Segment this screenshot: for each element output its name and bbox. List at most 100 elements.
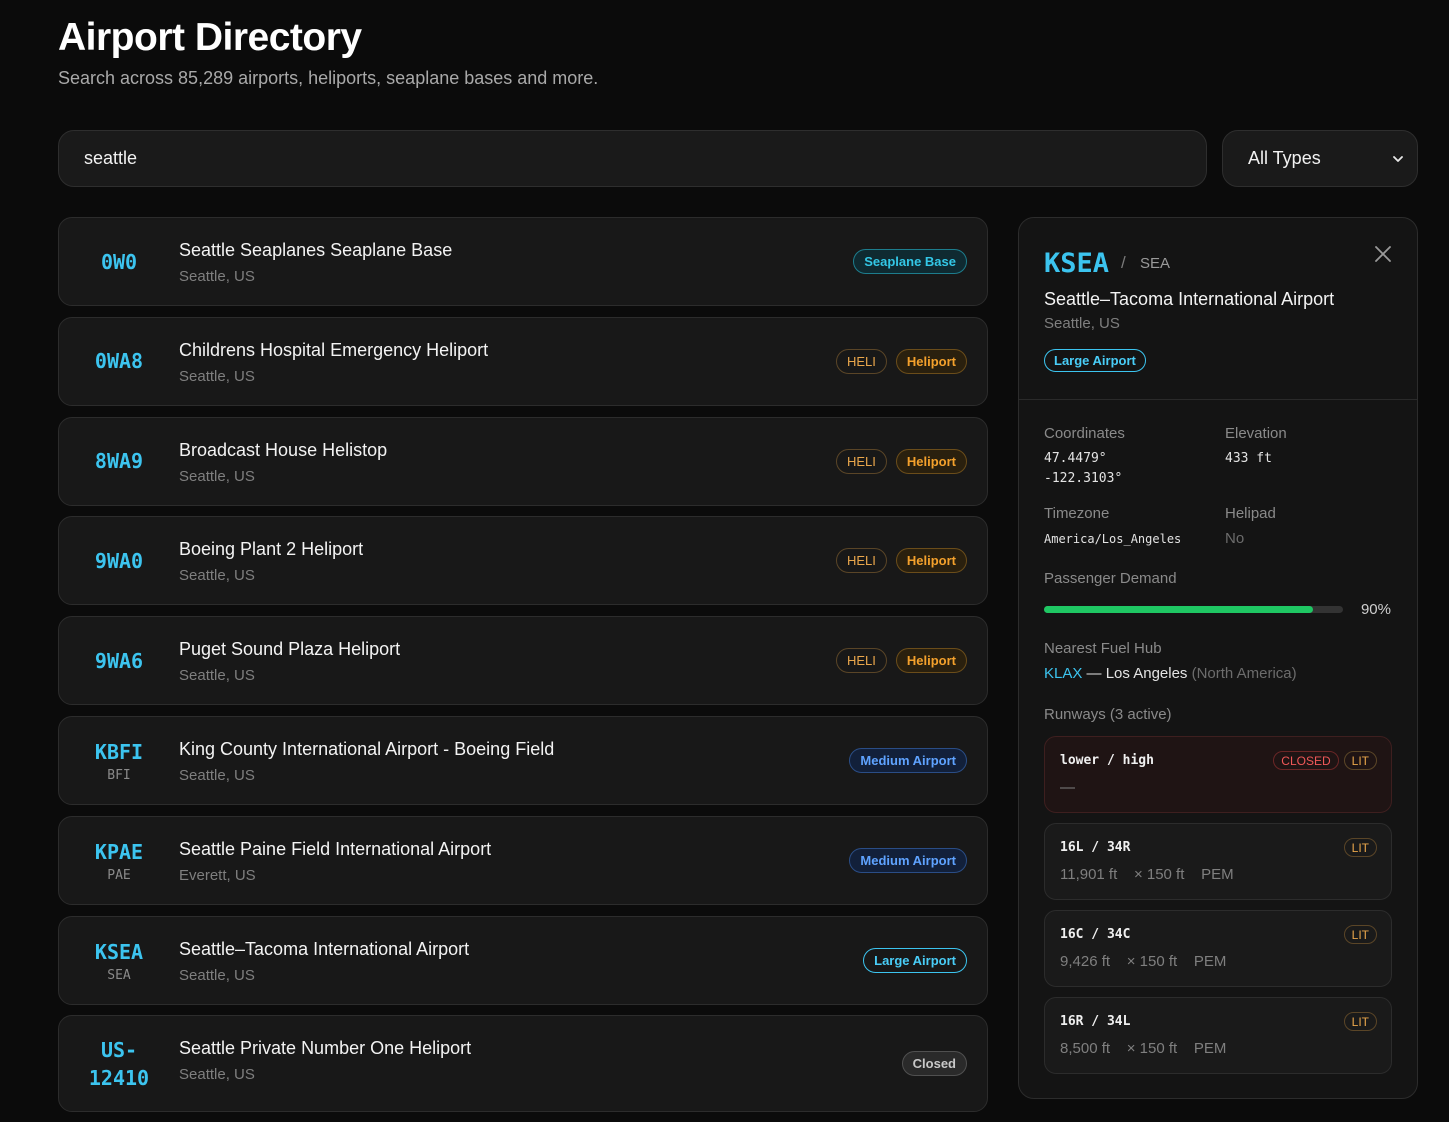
result-badge-helitag: HELI xyxy=(835,448,887,474)
chevron-down-icon xyxy=(1393,155,1403,162)
result-badge-helitag: HELI xyxy=(835,348,887,374)
result-name: Childrens Hospital Emergency Heliport xyxy=(179,339,489,360)
results-list: 0W0 Seattle Seaplanes Seaplane Base Seat… xyxy=(58,217,988,1122)
detail-iata: SEA xyxy=(1140,255,1171,272)
result-iata: SEA xyxy=(107,967,131,983)
runway-dimensions: 9,426 ft × 150 ft PEM xyxy=(1060,953,1227,970)
demand-progress-fill xyxy=(1044,606,1314,613)
result-location: Seattle, US xyxy=(179,268,255,285)
result-location: Everett, US xyxy=(179,866,256,884)
result-row[interactable]: 9WA0 Boeing Plant 2 Heliport Seattle, US… xyxy=(58,516,988,606)
detail-separator: / xyxy=(1121,253,1126,272)
elevation-label: Elevation xyxy=(1225,425,1287,442)
result-badge-medium: Medium Airport xyxy=(849,847,967,873)
result-ident: US- 12410 xyxy=(88,1037,150,1090)
result-row[interactable]: 9WA6 Puget Sound Plaza Heliport Seattle,… xyxy=(58,616,988,706)
result-badge-heli: Heliport xyxy=(895,648,967,674)
result-badges: HELI Heliport xyxy=(835,617,967,704)
result-badges: Large Airport xyxy=(863,917,967,1004)
runway-name: 16C / 34C xyxy=(1060,927,1131,942)
result-code-box: 0WA8 xyxy=(59,318,179,405)
result-ident: 8WA9 xyxy=(94,449,144,474)
result-badge-medium: Medium Airport xyxy=(849,747,967,773)
runway-tag-lit: LIT xyxy=(1343,751,1377,770)
runway-tag-lit: LIT xyxy=(1343,838,1377,857)
result-code-box: KPAE PAE xyxy=(59,817,179,904)
airport-detail-panel: KSEA / SEA Seattle–Tacoma International … xyxy=(1018,217,1418,1099)
demand-label: Passenger Demand xyxy=(1044,570,1177,587)
fuel-hub-region: (North America) xyxy=(1191,665,1297,682)
result-name: Boeing Plant 2 Heliport xyxy=(179,539,364,560)
result-ident: 9WA6 xyxy=(94,648,144,673)
result-location: Seattle, US xyxy=(179,966,255,984)
result-iata: PAE xyxy=(107,867,131,883)
result-ident: 0WA8 xyxy=(94,349,144,374)
result-row[interactable]: KPAE PAE Seattle Paine Field Internation… xyxy=(58,815,988,905)
result-location: Seattle, US xyxy=(179,667,255,685)
result-row[interactable]: 8WA9 Broadcast House Helistop Seattle, U… xyxy=(58,416,988,506)
runway-name: lower / high xyxy=(1060,753,1154,768)
runway-tag-closed: CLOSED xyxy=(1273,751,1339,770)
runway-dimensions: 8,500 ft × 150 ft PEM xyxy=(1060,1040,1227,1057)
result-badge-seaplane: Seaplane Base xyxy=(853,249,967,274)
runway-tags: LIT xyxy=(1343,838,1377,857)
type-filter-select[interactable]: All Types xyxy=(1222,130,1418,187)
detail-divider xyxy=(1019,399,1417,400)
result-badge-helitag: HELI xyxy=(835,648,887,674)
runway-card: 16R / 34L 8,500 ft × 150 ft PEM LIT xyxy=(1044,997,1392,1074)
coordinates-label: Coordinates xyxy=(1044,425,1125,442)
detail-location: Seattle, US xyxy=(1044,315,1120,332)
result-location: Seattle, US xyxy=(179,367,255,385)
result-row[interactable]: US- 12410 Seattle Private Number One Hel… xyxy=(58,1015,988,1113)
result-ident: 0W0 xyxy=(100,249,138,274)
result-code-box: 8WA9 xyxy=(59,418,179,505)
helipad-label: Helipad xyxy=(1225,505,1276,522)
result-iata: BFI xyxy=(107,767,131,783)
result-name: Broadcast House Helistop xyxy=(179,439,388,460)
result-badge-closed: Closed xyxy=(901,1051,967,1077)
result-code-box: 0W0 xyxy=(59,218,179,305)
detail-name: Seattle–Tacoma International Airport xyxy=(1044,289,1335,309)
runway-card: 16L / 34R 11,901 ft × 150 ft PEM LIT xyxy=(1044,823,1392,900)
fuel-hub-city: — Los Angeles xyxy=(1082,665,1192,682)
coordinates-lon: -122.3103° xyxy=(1044,471,1123,486)
result-badge-heli: Heliport xyxy=(895,348,967,374)
result-badges: Seaplane Base xyxy=(853,218,967,305)
result-name: Puget Sound Plaza Heliport xyxy=(179,639,401,660)
runway-name: 16R / 34L xyxy=(1060,1014,1131,1029)
result-location: Seattle, US xyxy=(179,766,255,784)
result-code-box: KSEA SEA xyxy=(59,917,179,1004)
result-badges: Medium Airport xyxy=(849,717,967,804)
timezone-label: Timezone xyxy=(1044,505,1110,522)
fuel-hub-link[interactable]: KLAX xyxy=(1044,665,1083,682)
type-filter-value: All Types xyxy=(1248,148,1321,168)
result-name: Seattle Seaplanes Seaplane Base xyxy=(179,240,453,260)
result-row[interactable]: 0WA8 Childrens Hospital Emergency Helipo… xyxy=(58,316,988,406)
detail-type-badge: Large Airport xyxy=(1044,349,1146,372)
runway-dimensions: — xyxy=(1060,779,1075,796)
result-ident: KPAE xyxy=(94,839,144,864)
runways-label: Runways (3 active) xyxy=(1044,706,1172,723)
result-row[interactable]: KBFI BFI King County International Airpo… xyxy=(58,715,988,805)
runway-tag-lit: LIT xyxy=(1343,925,1377,944)
timezone-value: America/Los_Angeles xyxy=(1044,532,1182,546)
coordinates-lat: 47.4479° xyxy=(1044,451,1107,466)
result-badge-helitag: HELI xyxy=(835,548,887,574)
demand-percent: 90% xyxy=(1360,601,1391,618)
result-row[interactable]: 0W0 Seattle Seaplanes Seaplane Base Seat… xyxy=(58,217,988,306)
runway-card: lower / high — CLOSED LIT xyxy=(1044,736,1392,813)
close-icon[interactable] xyxy=(1373,244,1393,264)
fuel-hub-value: KLAX — Los Angeles (North America) xyxy=(1044,665,1297,682)
result-code-box: KBFI BFI xyxy=(59,717,179,804)
helipad-value: No xyxy=(1225,530,1245,547)
runway-card: 16C / 34C 9,426 ft × 150 ft PEM LIT xyxy=(1044,910,1392,987)
detail-icao: KSEA xyxy=(1044,248,1110,279)
result-row[interactable]: KSEA SEA Seattle–Tacoma International Ai… xyxy=(58,915,988,1005)
result-badges: HELI Heliport xyxy=(835,318,967,405)
result-badges: Medium Airport xyxy=(849,817,967,904)
runway-tags: CLOSED LIT xyxy=(1273,751,1377,770)
search-input[interactable] xyxy=(58,130,1207,187)
runway-tags: LIT xyxy=(1343,925,1377,944)
runway-tag-lit: LIT xyxy=(1343,1012,1377,1031)
result-badges: Closed xyxy=(901,1016,967,1111)
